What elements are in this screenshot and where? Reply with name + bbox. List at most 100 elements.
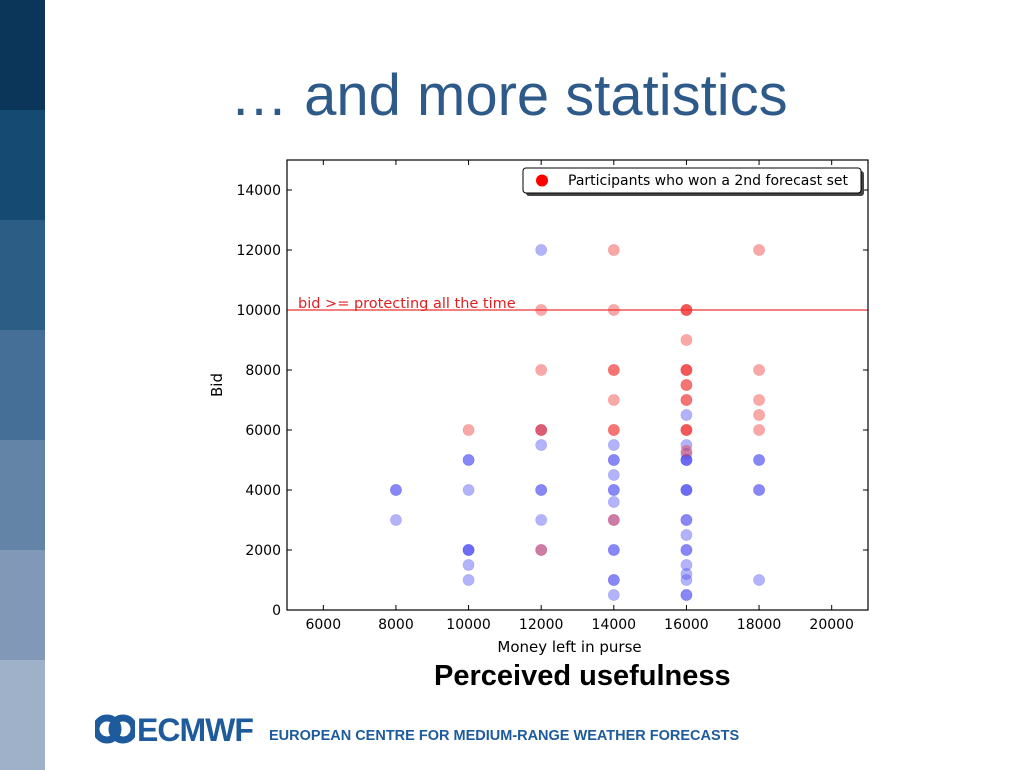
data-point-red: [680, 394, 693, 406]
data-point-blue: [680, 559, 693, 571]
data-point-red: [607, 364, 620, 376]
sidebar-band-6: [0, 550, 45, 660]
data-point-blue: [680, 544, 693, 556]
y-tick-label: 4000: [245, 483, 281, 499]
data-point-red: [607, 514, 620, 526]
data-point-blue: [462, 484, 475, 496]
data-point-blue: [607, 544, 620, 556]
y-tick-label: 10000: [236, 303, 281, 319]
y-tick-label: 12000: [236, 243, 281, 259]
data-point-blue: [607, 469, 620, 481]
sidebar-color-band: [0, 0, 45, 770]
data-point-red: [680, 364, 693, 376]
data-point-red: [680, 304, 693, 316]
x-tick-label: 10000: [446, 617, 491, 633]
data-point-red: [535, 424, 548, 436]
data-point-blue: [607, 544, 620, 556]
data-point-blue: [535, 244, 548, 256]
data-point-blue: [607, 484, 620, 496]
data-point-blue: [607, 514, 620, 526]
y-tick-label: 0: [272, 603, 281, 619]
data-point-blue: [535, 424, 548, 436]
data-point-blue: [753, 454, 765, 466]
data-point-red: [680, 424, 693, 436]
data-point-blue: [753, 454, 765, 466]
sidebar-band-1: [0, 0, 45, 110]
data-point-blue: [535, 484, 548, 496]
threshold-label: bid >= protecting all the time: [298, 296, 516, 312]
data-point-red: [753, 244, 765, 256]
data-point-blue: [680, 529, 693, 541]
data-point-blue: [680, 454, 693, 466]
x-tick-label: 16000: [664, 617, 709, 633]
logo-wordmark: ECMWF: [137, 712, 254, 748]
y-tick-label: 14000: [236, 183, 281, 199]
data-point-red: [607, 244, 620, 256]
data-point-blue: [680, 484, 693, 496]
data-point-red: [680, 304, 693, 316]
data-point-blue: [535, 514, 548, 526]
data-point-red: [607, 304, 620, 316]
data-point-blue: [462, 559, 475, 571]
x-tick-label: 8000: [378, 617, 414, 633]
scatter-chart: 6000 8000 10000 12000 14000 16000 18000 20000 0 2…: [208, 159, 869, 656]
data-point-red: [753, 364, 765, 376]
data-point-blue: [390, 484, 402, 496]
data-point-blue: [535, 484, 548, 496]
data-point-blue: [753, 484, 765, 496]
data-point-blue: [680, 568, 693, 580]
data-point-blue: [607, 589, 620, 601]
data-point-blue: [607, 496, 620, 508]
data-point-red: [680, 424, 693, 436]
sidebar-band-3: [0, 220, 45, 330]
sidebar-band-5: [0, 440, 45, 550]
data-point-blue: [680, 514, 693, 526]
slide-caption: Perceived usefulness: [434, 660, 731, 692]
sidebar-band-7: [0, 660, 45, 770]
data-point-red: [607, 364, 620, 376]
sidebar-band-4: [0, 330, 45, 440]
data-point-red: [680, 364, 693, 376]
data-point-red: [607, 424, 620, 436]
legend-marker: [536, 174, 548, 187]
data-point-red: [680, 445, 693, 457]
data-point-blue: [462, 454, 475, 466]
data-point-blue: [680, 484, 693, 496]
data-point-red: [607, 394, 620, 406]
y-axis-label: Bid: [208, 373, 226, 397]
data-point-red: [753, 424, 765, 436]
x-tick-label: 20000: [809, 617, 854, 633]
data-point-red: [680, 379, 693, 391]
data-point-blue: [753, 574, 765, 586]
data-point-blue: [680, 484, 693, 496]
y-tick-label: 6000: [245, 423, 281, 439]
data-point-red: [753, 409, 765, 421]
data-point-blue: [680, 544, 693, 556]
data-point-blue: [680, 409, 693, 421]
data-point-blue: [753, 484, 765, 496]
x-tick-label: 14000: [592, 617, 637, 633]
data-point-blue: [607, 454, 620, 466]
data-point-blue: [680, 589, 693, 601]
x-tick-label: 6000: [305, 617, 341, 633]
data-point-blue: [607, 574, 620, 586]
data-point-blue: [390, 484, 402, 496]
legend-box: [522, 167, 862, 194]
y-tick-label: 2000: [245, 543, 281, 559]
data-point-blue: [680, 514, 693, 526]
data-point-blue: [462, 544, 475, 556]
data-point-blue: [680, 574, 693, 586]
data-point-blue: [680, 454, 693, 466]
data-point-red: [680, 334, 693, 346]
data-point-red: [753, 394, 765, 406]
data-point-red: [462, 424, 475, 436]
data-point-blue: [680, 448, 693, 460]
data-point-red: [535, 424, 548, 436]
data-point-red: [680, 424, 693, 436]
data-point-blue: [607, 454, 620, 466]
data-point-red: [535, 364, 548, 376]
ecmwf-logo-icon: [95, 714, 135, 744]
organization-name: EUROPEAN CENTRE FOR MEDIUM-RANGE WEATHER…: [269, 728, 740, 744]
data-point-blue: [607, 574, 620, 586]
data-point-red: [535, 544, 548, 556]
